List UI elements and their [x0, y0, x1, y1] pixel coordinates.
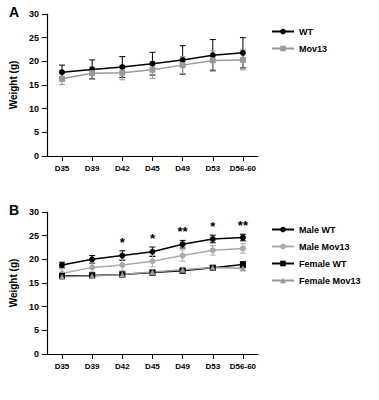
svg-text:B: B	[9, 202, 19, 218]
svg-text:D35: D35	[55, 164, 70, 173]
svg-text:0: 0	[34, 151, 39, 161]
svg-text:D49: D49	[175, 362, 190, 371]
svg-text:5: 5	[34, 325, 39, 335]
svg-text:D39: D39	[85, 362, 100, 371]
svg-text:WT: WT	[299, 27, 313, 37]
svg-text:30: 30	[29, 9, 39, 19]
svg-text:20: 20	[29, 56, 39, 66]
svg-text:10: 10	[29, 302, 39, 312]
svg-text:10: 10	[29, 104, 39, 114]
svg-text:D45: D45	[145, 164, 160, 173]
svg-text:Female WT: Female WT	[299, 259, 347, 269]
svg-text:5: 5	[34, 127, 39, 137]
svg-text:30: 30	[29, 207, 39, 217]
svg-text:Male Mov13: Male Mov13	[299, 242, 350, 252]
svg-text:Weight (g): Weight (g)	[8, 259, 19, 308]
svg-text:*: *	[210, 219, 216, 234]
svg-text:D35: D35	[55, 362, 70, 371]
svg-text:Weight (g): Weight (g)	[8, 61, 19, 110]
svg-text:A: A	[9, 4, 19, 20]
svg-text:25: 25	[29, 33, 39, 43]
svg-text:D53: D53	[205, 164, 220, 173]
svg-text:D49: D49	[175, 164, 190, 173]
svg-text:Female Mov13: Female Mov13	[299, 276, 361, 286]
svg-text:D42: D42	[115, 362, 130, 371]
svg-text:D56-60: D56-60	[230, 164, 257, 173]
svg-text:D42: D42	[115, 164, 130, 173]
svg-text:20: 20	[29, 254, 39, 264]
svg-text:D53: D53	[205, 362, 220, 371]
svg-text:Mov13: Mov13	[299, 44, 327, 54]
svg-text:**: **	[178, 224, 189, 239]
svg-text:0: 0	[34, 349, 39, 359]
svg-text:15: 15	[29, 80, 39, 90]
svg-text:**: **	[238, 218, 249, 233]
svg-text:*: *	[150, 231, 156, 246]
svg-text:D39: D39	[85, 164, 100, 173]
svg-text:D45: D45	[145, 362, 160, 371]
svg-text:*: *	[120, 235, 126, 250]
svg-text:Male WT: Male WT	[299, 225, 336, 235]
svg-text:D56-60: D56-60	[230, 362, 257, 371]
svg-text:25: 25	[29, 231, 39, 241]
svg-text:15: 15	[29, 278, 39, 288]
